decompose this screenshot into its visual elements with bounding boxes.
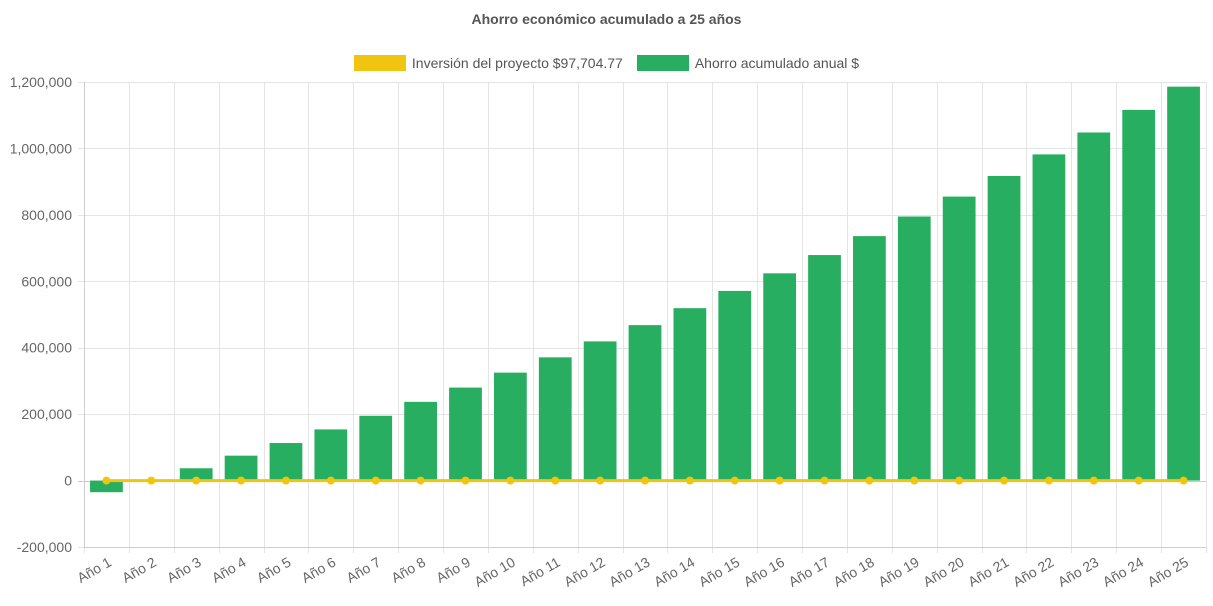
bar-3[interactable] bbox=[179, 468, 213, 481]
x-tick-label: Año 6 bbox=[299, 554, 339, 586]
legend-label-ahorro: Ahorro acumulado anual $ bbox=[694, 55, 860, 71]
y-tick-label: 400,000 bbox=[21, 340, 72, 356]
bar-22[interactable] bbox=[1032, 154, 1066, 481]
line-point-17[interactable] bbox=[820, 476, 829, 485]
x-tick-label: Año 25 bbox=[1145, 554, 1192, 590]
grid-lines bbox=[78, 82, 1207, 553]
y-tick-label: 1,000,000 bbox=[10, 140, 72, 156]
bar-11[interactable] bbox=[538, 357, 572, 481]
line-point-16[interactable] bbox=[775, 476, 784, 485]
bar-25[interactable] bbox=[1167, 86, 1200, 481]
line-point-19[interactable] bbox=[910, 476, 919, 485]
line-point-8[interactable] bbox=[416, 476, 425, 485]
x-tick-label: Año 24 bbox=[1100, 554, 1147, 590]
bar-20[interactable] bbox=[942, 196, 976, 481]
x-tick-label: Año 13 bbox=[606, 554, 653, 590]
x-tick-label: Año 18 bbox=[830, 554, 877, 590]
chart-title: Ahorro económico acumulado a 25 años bbox=[471, 11, 742, 27]
x-tick-label: Año 8 bbox=[388, 554, 428, 586]
bar-13[interactable] bbox=[628, 325, 662, 481]
bar-series bbox=[90, 86, 1200, 493]
line-point-15[interactable] bbox=[730, 476, 739, 485]
line-point-11[interactable] bbox=[551, 476, 560, 485]
x-tick-label: Año 12 bbox=[561, 554, 608, 590]
bar-23[interactable] bbox=[1077, 132, 1111, 481]
bar-17[interactable] bbox=[808, 255, 841, 481]
x-tick-label: Año 16 bbox=[741, 554, 788, 590]
bar-8[interactable] bbox=[404, 401, 437, 481]
bar-16[interactable] bbox=[763, 273, 797, 481]
bar-18[interactable] bbox=[853, 236, 886, 481]
bar-19[interactable] bbox=[897, 216, 931, 481]
y-tick-label: -200,000 bbox=[17, 539, 72, 555]
x-tick-label: Año 11 bbox=[517, 554, 563, 590]
y-axis-ticks: -200,000 0 200,000 400,000 600,000 800,000 1,0… bbox=[10, 74, 73, 555]
y-tick-label: 200,000 bbox=[21, 406, 72, 422]
legend-swatch-ahorro bbox=[636, 55, 689, 71]
bar-9[interactable] bbox=[449, 387, 482, 481]
line-point-18[interactable] bbox=[865, 476, 874, 485]
line-point-10[interactable] bbox=[506, 476, 515, 485]
legend-swatch-inversion bbox=[353, 55, 406, 71]
x-tick-label: Año 4 bbox=[209, 554, 249, 586]
y-tick-label: 600,000 bbox=[21, 273, 72, 289]
line-point-25[interactable] bbox=[1179, 476, 1188, 485]
line-point-9[interactable] bbox=[461, 476, 470, 485]
x-tick-label: Año 19 bbox=[875, 554, 922, 590]
bar-1[interactable] bbox=[90, 480, 123, 493]
line-point-24[interactable] bbox=[1134, 476, 1143, 485]
x-tick-label: Año 7 bbox=[344, 554, 384, 586]
x-tick-label: Año 1 bbox=[74, 554, 114, 586]
x-tick-label: Año 20 bbox=[920, 554, 967, 590]
x-tick-label: Año 9 bbox=[433, 554, 473, 586]
x-axis-ticks: Año 1 Año 2 Año 3 Año 4 Año 5 Año 6 Año 7 Año 8… bbox=[74, 554, 1191, 590]
x-tick-label: Año 3 bbox=[164, 554, 204, 586]
bar-6[interactable] bbox=[314, 429, 348, 481]
line-point-21[interactable] bbox=[1000, 476, 1009, 485]
line-point-1[interactable] bbox=[102, 476, 111, 485]
line-point-13[interactable] bbox=[641, 476, 649, 485]
legend-label-inversion: Inversión del proyecto $97,704.77 bbox=[411, 55, 623, 71]
legend: Inversión del proyecto $97,704.77 Ahorro… bbox=[0, 52, 1213, 74]
bar-24[interactable] bbox=[1122, 109, 1156, 481]
x-tick-label: Año 22 bbox=[1010, 554, 1057, 590]
line-point-4[interactable] bbox=[237, 476, 246, 485]
line-point-7[interactable] bbox=[371, 476, 380, 485]
x-tick-label: Año 5 bbox=[254, 554, 294, 586]
x-tick-label: Año 23 bbox=[1055, 554, 1102, 590]
x-tick-label: Año 14 bbox=[651, 554, 698, 590]
x-tick-label: Año 2 bbox=[119, 554, 159, 586]
y-tick-label: 1,200,000 bbox=[10, 74, 72, 90]
line-point-2[interactable] bbox=[147, 476, 156, 485]
x-tick-label: Año 17 bbox=[786, 554, 833, 590]
bar-12[interactable] bbox=[583, 341, 617, 481]
line-point-3[interactable] bbox=[192, 476, 201, 485]
y-tick-label: 800,000 bbox=[21, 207, 72, 223]
bar-10[interactable] bbox=[493, 372, 527, 481]
bar-15[interactable] bbox=[718, 290, 752, 481]
line-point-12[interactable] bbox=[596, 476, 605, 485]
bar-21[interactable] bbox=[987, 175, 1021, 481]
legend-item-ahorro[interactable]: Ahorro acumulado anual $ bbox=[636, 55, 860, 71]
legend-item-inversion[interactable]: Inversión del proyecto $97,704.77 bbox=[353, 55, 623, 71]
bar-7[interactable] bbox=[359, 415, 393, 481]
line-point-14[interactable] bbox=[685, 476, 694, 485]
x-tick-label: Año 15 bbox=[696, 554, 743, 590]
line-point-5[interactable] bbox=[281, 476, 290, 485]
bar-4[interactable] bbox=[224, 455, 258, 481]
y-tick-label: 0 bbox=[64, 473, 72, 489]
line-point-20[interactable] bbox=[955, 476, 964, 485]
line-point-6[interactable] bbox=[326, 476, 335, 485]
line-point-22[interactable] bbox=[1044, 476, 1053, 485]
x-tick-label: Año 21 bbox=[965, 554, 1012, 590]
line-series bbox=[102, 476, 1188, 485]
line-point-23[interactable] bbox=[1089, 476, 1098, 485]
x-tick-label: Año 10 bbox=[471, 554, 518, 590]
bar-14[interactable] bbox=[673, 308, 707, 481]
bar-5[interactable] bbox=[269, 443, 303, 481]
